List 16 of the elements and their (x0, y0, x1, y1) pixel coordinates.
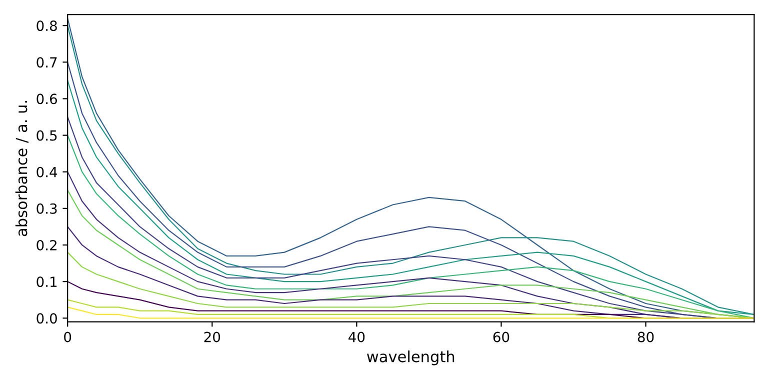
y-tick-label: 0.5 (36, 130, 57, 141)
x-tick-label: 60 (493, 332, 510, 342)
y-tick-label: 0.0 (36, 313, 57, 324)
x-tick-label: 0 (64, 332, 72, 342)
y-tick-label: 0.7 (36, 57, 57, 68)
y-tick-label: 0.1 (36, 276, 57, 288)
y-tick-label: 0.3 (36, 203, 57, 214)
y-axis-title: absorbance / a. u. (15, 101, 28, 236)
y-tick-label: 0.2 (36, 240, 56, 250)
x-tick-label: 80 (638, 332, 654, 342)
x-tick-label: 20 (204, 332, 220, 342)
y-tick-label: 0.4 (36, 166, 58, 178)
y-tick-label: 0.8 (36, 20, 57, 32)
y-tick-label: 0.6 (36, 94, 57, 104)
x-axis-title: wavelength (367, 350, 454, 366)
x-tick-label: 40 (348, 332, 365, 342)
